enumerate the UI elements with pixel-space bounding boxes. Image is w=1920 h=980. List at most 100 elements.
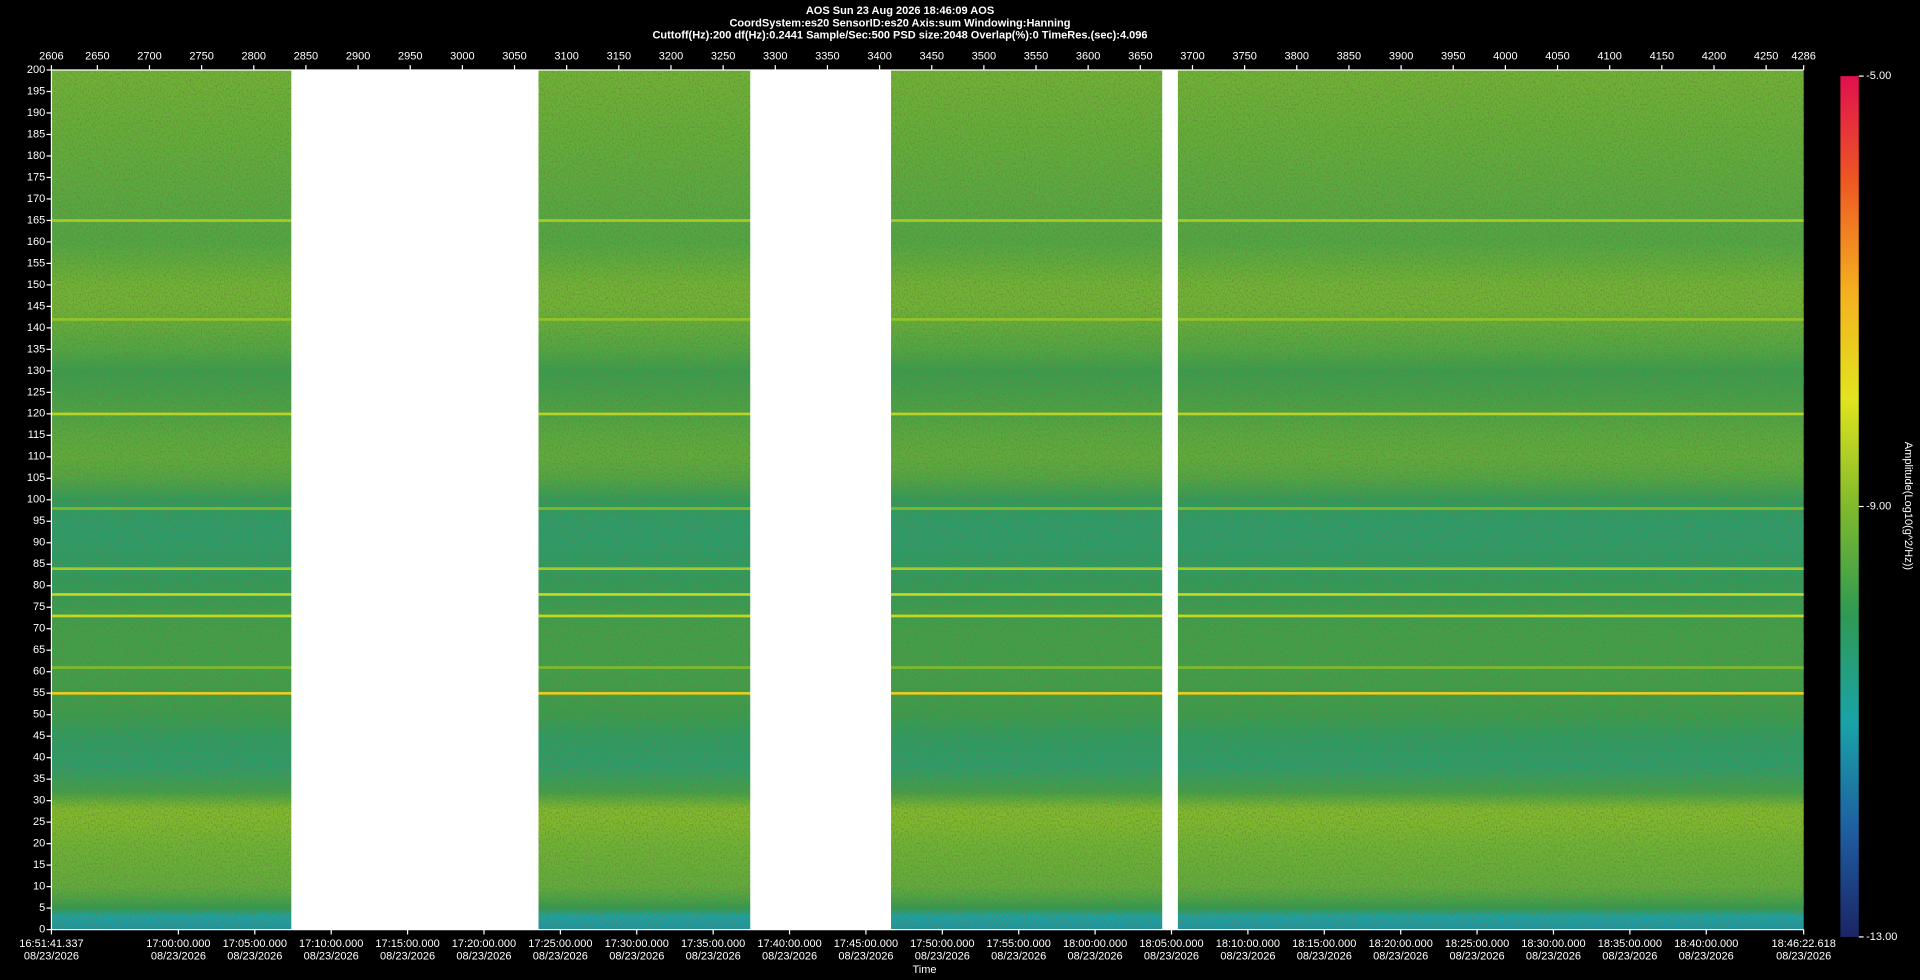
x-top-tick-label: 3750 bbox=[1232, 50, 1257, 62]
x-tick-label: 18:25:00.000 bbox=[1445, 938, 1509, 950]
x-top-tick-label: 3950 bbox=[1441, 50, 1466, 62]
y-tick-label: 115 bbox=[28, 429, 46, 441]
x-top-tick-label: 3550 bbox=[1024, 50, 1049, 62]
x-tick-date: 08/23/2026 bbox=[686, 950, 741, 962]
x-top-tick-label: 2950 bbox=[398, 50, 423, 62]
x-top-tick-label: 4250 bbox=[1754, 50, 1779, 62]
y-tick-label: 75 bbox=[33, 601, 45, 613]
x-top-tick-label: 3400 bbox=[867, 50, 892, 62]
y-tick-label: 180 bbox=[27, 150, 45, 162]
colorbar-label: Amplitude(Log10(g^2/Hz)) bbox=[1902, 442, 1914, 570]
x-tick-label: 18:05:00.000 bbox=[1139, 938, 1203, 950]
x-top-tick-label: 4000 bbox=[1493, 50, 1518, 62]
x-top-tick-label: 3600 bbox=[1076, 50, 1101, 62]
x-tick-label: 18:40:00.000 bbox=[1674, 938, 1738, 950]
x-tick-label: 18:35:00.000 bbox=[1598, 938, 1662, 950]
x-tick-date: 08/23/2026 bbox=[533, 950, 588, 962]
x-tick-label: 18:30:00.000 bbox=[1521, 938, 1585, 950]
y-tick-label: 40 bbox=[33, 752, 45, 764]
tonal-line bbox=[51, 691, 1804, 695]
y-tick-label: 175 bbox=[27, 171, 45, 183]
y-tick-label: 185 bbox=[27, 128, 45, 140]
x-tick-date: 08/23/2026 bbox=[838, 950, 893, 962]
x-tick-date: 08/23/2026 bbox=[24, 950, 79, 962]
x-tick-date: 08/23/2026 bbox=[151, 950, 206, 962]
x-tick-label: 17:40:00.000 bbox=[757, 938, 821, 950]
data-gap bbox=[750, 70, 892, 930]
x-tick-date: 08/23/2026 bbox=[1297, 950, 1352, 962]
x-tick-label: 17:25:00.000 bbox=[528, 938, 592, 950]
chart-subtitle: CoordSystem:es20 SensorID:es20 Axis:sum … bbox=[729, 17, 1070, 29]
y-tick-label: 85 bbox=[33, 558, 45, 570]
x-tick-date: 08/23/2026 bbox=[609, 950, 664, 962]
y-tick-label: 110 bbox=[28, 451, 46, 463]
tonal-line bbox=[51, 614, 1804, 618]
y-tick-label: 140 bbox=[27, 322, 45, 334]
x-tick-label: 17:55:00.000 bbox=[987, 938, 1051, 950]
y-tick-label: 10 bbox=[33, 881, 45, 893]
data-gap bbox=[291, 70, 539, 930]
colorbar-tick-label: -9.00 bbox=[1866, 500, 1891, 512]
x-tick-date: 08/23/2026 bbox=[1449, 950, 1504, 962]
y-tick-label: 90 bbox=[33, 537, 45, 549]
tonal-line bbox=[51, 666, 1804, 669]
x-tick-date: 08/23/2026 bbox=[1220, 950, 1275, 962]
x-top-tick-label: 3000 bbox=[450, 50, 475, 62]
x-tick-date: 08/23/2026 bbox=[762, 950, 817, 962]
x-tick-label: 17:05:00.000 bbox=[223, 938, 287, 950]
x-top-tick-label: 4200 bbox=[1702, 50, 1727, 62]
x-top-tick-label: 3700 bbox=[1180, 50, 1205, 62]
x-tick-label: 18:00:00.000 bbox=[1063, 938, 1127, 950]
x-tick-date: 08/23/2026 bbox=[380, 950, 435, 962]
y-tick-label: 70 bbox=[33, 623, 45, 635]
colorbar-tick-label: -13.00 bbox=[1866, 931, 1897, 943]
y-tick-label: 50 bbox=[33, 709, 45, 721]
x-top-tick-label: 3100 bbox=[554, 50, 579, 62]
x-tick-date: 08/23/2026 bbox=[227, 950, 282, 962]
x-tick-label: 17:20:00.000 bbox=[452, 938, 516, 950]
x-tick-label: 17:50:00.000 bbox=[910, 938, 974, 950]
x-tick-date: 08/23/2026 bbox=[456, 950, 511, 962]
x-axis-label: Time bbox=[912, 964, 936, 976]
y-tick-label: 45 bbox=[33, 730, 45, 742]
x-tick-date: 08/23/2026 bbox=[1776, 950, 1831, 962]
x-top-tick-label: 3050 bbox=[502, 50, 527, 62]
y-tick-label: 125 bbox=[27, 386, 45, 398]
x-top-tick-label: 3350 bbox=[815, 50, 840, 62]
x-tick-date: 08/23/2026 bbox=[1068, 950, 1123, 962]
y-tick-label: 100 bbox=[27, 494, 45, 506]
data-gap bbox=[1162, 70, 1178, 930]
x-top-tick-label: 3800 bbox=[1285, 50, 1310, 62]
y-tick-label: 145 bbox=[27, 300, 45, 312]
y-tick-label: 95 bbox=[33, 515, 45, 527]
chart-title: AOS Sun 23 Aug 2026 18:46:09 AOS bbox=[806, 5, 994, 17]
y-tick-label: 15 bbox=[33, 859, 45, 871]
y-tick-label: 35 bbox=[33, 773, 45, 785]
tonal-line bbox=[51, 593, 1804, 596]
x-top-tick-label: 2650 bbox=[85, 50, 110, 62]
x-top-tick-label: 3200 bbox=[659, 50, 684, 62]
chart-subtitle: Cuttoff(Hz):200 df(Hz):0.2441 Sample/Sec… bbox=[652, 30, 1147, 42]
x-tick-date: 08/23/2026 bbox=[1373, 950, 1428, 962]
tonal-line bbox=[51, 507, 1804, 510]
y-tick-label: 65 bbox=[33, 644, 45, 656]
x-tick-label: 18:46:22.618 bbox=[1772, 938, 1836, 950]
y-tick-label: 80 bbox=[33, 580, 45, 592]
x-top-tick-label: 2750 bbox=[189, 50, 214, 62]
x-top-tick-label: 3250 bbox=[711, 50, 736, 62]
x-tick-label: 17:35:00.000 bbox=[681, 938, 745, 950]
colorbar-tick-label: -5.00 bbox=[1866, 70, 1891, 82]
x-tick-date: 08/23/2026 bbox=[1144, 950, 1199, 962]
colorbar bbox=[1840, 76, 1859, 937]
x-top-tick-label: 4100 bbox=[1597, 50, 1622, 62]
x-top-tick-label: 3900 bbox=[1389, 50, 1414, 62]
tonal-line bbox=[51, 318, 1804, 321]
y-tick-label: 130 bbox=[27, 365, 45, 377]
tonal-line bbox=[51, 219, 1804, 222]
x-top-tick-label: 3300 bbox=[763, 50, 788, 62]
y-tick-label: 120 bbox=[27, 408, 45, 420]
x-tick-date: 08/23/2026 bbox=[1679, 950, 1734, 962]
x-top-tick-label: 3150 bbox=[607, 50, 632, 62]
